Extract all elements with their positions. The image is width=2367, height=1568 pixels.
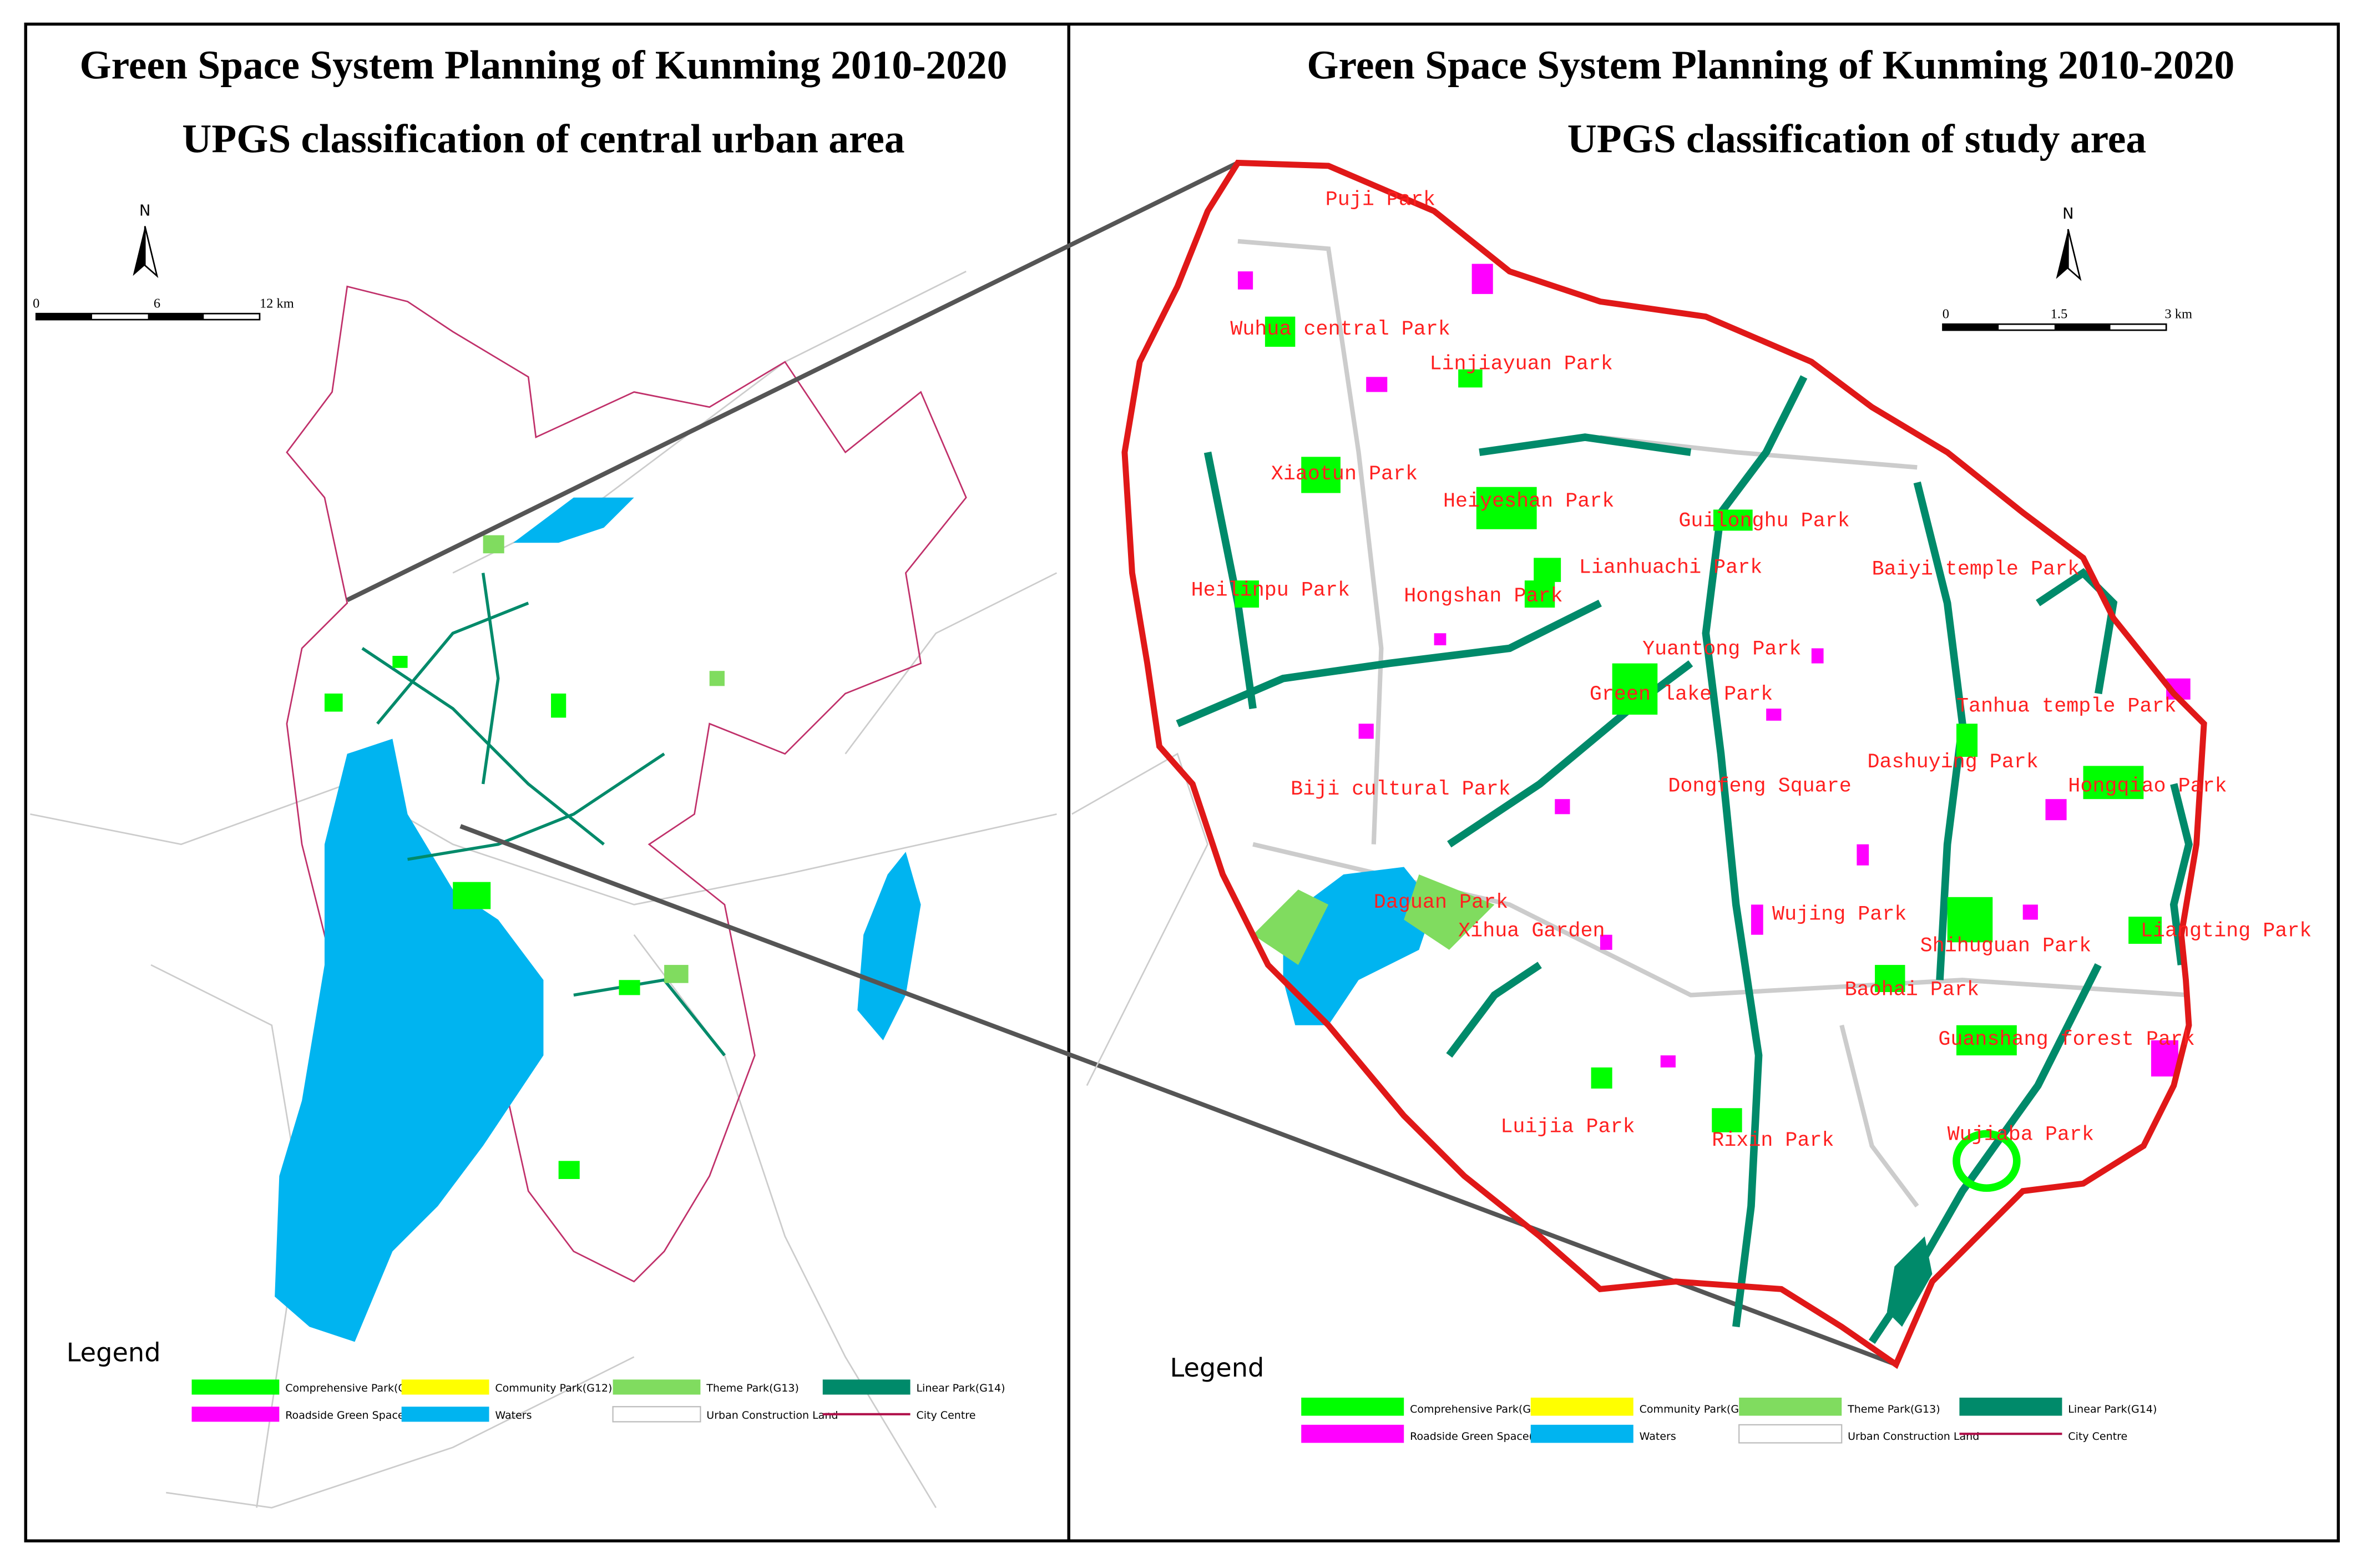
legend-title: Legend xyxy=(67,1338,161,1368)
legend-label: Comprehensive Park(G11) xyxy=(1410,1403,1549,1415)
park-label: Liangting Park xyxy=(2141,919,2312,943)
legend-label: Community Park(G12) xyxy=(1640,1403,1757,1415)
legend-label: Theme Park(G13) xyxy=(706,1382,799,1394)
north-arrow xyxy=(133,226,145,276)
north-arrow xyxy=(144,226,159,279)
park-label: Baiyi temple Park xyxy=(1872,558,2080,581)
park-label: Heiyeshan Park xyxy=(1443,490,1614,513)
park-label: Heilinpu Park xyxy=(1191,579,1350,602)
park-label: Hongqiao Park xyxy=(2068,775,2227,798)
park-label: Linjiayuan Park xyxy=(1429,353,1612,376)
legend: Legend Comprehensive Park(G11) Community P… xyxy=(67,1338,1005,1423)
park-label: Lianhuachi Park xyxy=(1579,557,1762,580)
park-label: Wuhua central Park xyxy=(1230,318,1450,341)
legend-swatch xyxy=(1738,1424,1843,1444)
park-label: Wujiaba Park xyxy=(1948,1123,2094,1146)
right-map: N 0 1.5 3 km xyxy=(1071,159,2207,1369)
scale-label: 0 xyxy=(33,296,39,311)
park-label: Puji Park xyxy=(1326,189,1435,212)
park-label: Rixin Park xyxy=(1712,1129,1834,1152)
legend-label: City Centre xyxy=(916,1409,975,1422)
legend-label: City Centre xyxy=(2068,1430,2127,1443)
right-subtitle: UPGS classification of study area xyxy=(1567,116,2146,161)
legend-swatch xyxy=(822,1379,911,1395)
study-area-boundary xyxy=(1121,159,2207,1369)
park-label: Daguan Park xyxy=(1374,891,1508,914)
left-map: N 0 6 12 km xyxy=(30,160,1897,1509)
park-label: Dongfeng Square xyxy=(1668,775,1851,798)
legend-label: Roadside Green Space(G15) xyxy=(1410,1430,1559,1443)
north-arrow xyxy=(2056,229,2068,279)
scale-label: 0 xyxy=(1943,306,1949,321)
legend-swatch xyxy=(1530,1397,1633,1416)
theme-park xyxy=(1253,889,1329,965)
legend-label: Waters xyxy=(495,1409,532,1422)
legend-label: Community Park(G12) xyxy=(495,1382,612,1394)
scale-label: 12 km xyxy=(260,296,294,311)
park-label: Green lake Park xyxy=(1590,683,1773,706)
park-label: Dashuying Park xyxy=(1867,751,2038,774)
legend-label: Theme Park(G13) xyxy=(1847,1403,1940,1415)
park-label: Biji cultural Park xyxy=(1291,778,1511,801)
legend-swatch xyxy=(1739,1397,1842,1416)
theme-park xyxy=(1404,874,1495,950)
zoom-line xyxy=(459,824,1897,1367)
scale-bar xyxy=(1943,324,1999,331)
legend-swatch xyxy=(1301,1397,1404,1416)
legend-swatch xyxy=(191,1379,280,1395)
legend-label: Urban Construction Land xyxy=(706,1409,838,1422)
zoom-line xyxy=(346,160,1239,603)
park-label: Xihua Garden xyxy=(1458,919,1605,943)
right-title: Green Space System Planning of Kunming 2… xyxy=(1307,42,2234,87)
legend-swatch xyxy=(401,1379,489,1395)
dianchi-lake xyxy=(275,739,544,1342)
park-labels: Puji Park Wuhua central Park Linjiayuan Pa… xyxy=(1191,189,2312,1153)
legend-swatch xyxy=(1959,1397,2062,1416)
scale-label: 1.5 xyxy=(2051,306,2068,321)
lake xyxy=(857,852,921,1040)
park-label: Shihuguan Park xyxy=(1920,935,2091,958)
legend-swatch xyxy=(1530,1424,1633,1443)
legend-label: Urban Construction Land xyxy=(1848,1430,1979,1443)
park-label: Xiaotun Park xyxy=(1271,463,1418,486)
legend-label: Linear Park(G14) xyxy=(2068,1403,2157,1415)
outer-frame xyxy=(24,22,2340,1542)
north-arrow xyxy=(2067,229,2082,281)
legend-swatch xyxy=(612,1406,701,1423)
legend-swatch xyxy=(401,1407,489,1422)
north-label: N xyxy=(139,203,150,220)
legend-label: Roadside Green Space(G15) xyxy=(285,1409,434,1422)
scale-bar xyxy=(148,313,204,320)
park-label: Tanhua temple Park xyxy=(1956,695,2177,719)
legend-swatch xyxy=(191,1407,280,1422)
legend-label: Linear Park(G14) xyxy=(916,1382,1005,1394)
legend: Legend Comprehensive Park(G11) Community P… xyxy=(1170,1353,2157,1444)
legend-label: Comprehensive Park(G11) xyxy=(285,1382,424,1394)
legend-title: Legend xyxy=(1170,1353,1265,1383)
reservoir xyxy=(513,497,634,543)
park-label: Guilonghu Park xyxy=(1678,509,1849,533)
scale-label: 6 xyxy=(154,296,160,311)
legend-label: Waters xyxy=(1640,1430,1676,1443)
north-label: N xyxy=(2062,205,2073,222)
park-label: Baohai Park xyxy=(1845,978,1979,1002)
park-label: Wujing Park xyxy=(1772,903,1906,927)
legend-swatch xyxy=(613,1379,701,1395)
left-title: Green Space System Planning of Kunming 2… xyxy=(80,42,1008,87)
park-label: Hongshan Park xyxy=(1404,585,1562,608)
scale-bar xyxy=(2054,324,2111,331)
scale-bar xyxy=(36,313,92,320)
park-label: Yuantong Park xyxy=(1642,638,1801,661)
left-subtitle: UPGS classification of central urban are… xyxy=(182,116,904,161)
scale-label: 3 km xyxy=(2164,306,2192,321)
park-label: Guanshang forest Park xyxy=(1938,1028,2195,1051)
park-label: Luijia Park xyxy=(1500,1116,1635,1139)
legend-swatch xyxy=(1301,1424,1404,1443)
linear-park xyxy=(1886,1236,1933,1327)
